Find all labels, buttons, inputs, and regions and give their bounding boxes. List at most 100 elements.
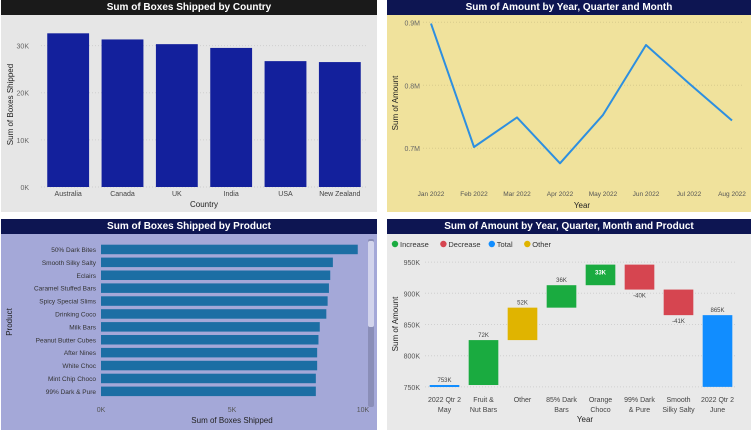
x-tick-label: Choco: [590, 407, 610, 414]
legend-marker: [440, 240, 447, 248]
boxes-by-product-chart: 50% Dark Bites Smooth Silky Salty Eclairs C…: [5, 239, 374, 425]
y-tick-label: After Nines: [64, 350, 97, 357]
x-tick-label: Feb 2022: [460, 191, 488, 198]
x-tick-label: June: [710, 407, 725, 414]
y-tick-label: 0.7M: [404, 146, 420, 153]
x-axis-title: Year: [577, 415, 594, 424]
x-tick-label: Fruit &: [473, 397, 494, 404]
y-tick-label: 0.9M: [404, 20, 420, 27]
amount-waterfall-chart: Increase Decrease Total Other 750K 800K 850K 90…: [391, 240, 737, 424]
bar: [101, 386, 316, 397]
scrollbar-thumb: [368, 241, 374, 327]
y-tick-label: 99% Dark & Pure: [46, 389, 97, 396]
waterfall-bar: [624, 264, 655, 290]
waterfall-bar: [585, 264, 616, 286]
x-tick-label: May: [438, 407, 452, 414]
legend-marker: [391, 240, 399, 248]
bar: [101, 360, 318, 371]
legend-label: Decrease: [448, 240, 480, 249]
x-tick-label: Canada: [110, 191, 135, 198]
data-label: 72K: [478, 333, 489, 339]
x-tick-label: USA: [278, 191, 293, 198]
y-tick-label: 20K: [17, 91, 30, 98]
bar: [101, 373, 316, 384]
x-tick-label: Jan 2022: [418, 191, 445, 198]
y-tick-label: 750K: [404, 385, 421, 392]
x-tick-label: Nut Bars: [470, 407, 498, 414]
y-axis-title: Sum of Boxes Shipped: [6, 64, 15, 145]
waterfall-bar: [546, 285, 577, 308]
waterfall-bar: [663, 289, 694, 316]
boxes-by-country-chart: 0K 10K 20K 30K Australia Canada UK India USA New …: [6, 33, 367, 209]
waterfall-bar: [429, 385, 460, 388]
x-tick-label: Apr 2022: [547, 191, 574, 198]
data-label: 52K: [517, 301, 528, 307]
chart-title: Sum of Amount by Year, Quarter, Month an…: [387, 219, 751, 234]
y-tick-label: 50% Dark Bites: [51, 247, 97, 254]
data-label: 865K: [710, 308, 724, 314]
bar: [101, 322, 320, 332]
x-tick-label: 5K: [228, 407, 237, 414]
chart-panel-boxes-by-product[interactable]: Sum of Boxes Shipped by Product 50% Dark…: [1, 219, 377, 430]
data-label: -41K: [672, 319, 685, 325]
y-axis-title: Sum of Amount: [391, 75, 400, 130]
x-tick-label: Bars: [554, 407, 569, 414]
x-tick-label: 2022 Qtr 2: [428, 397, 461, 404]
x-axis-title: Year: [574, 201, 591, 210]
y-tick-label: 0K: [20, 185, 29, 192]
y-tick-label: Caramel Stuffed Bars: [34, 286, 97, 293]
bar: [155, 44, 198, 188]
x-tick-label: New Zealand: [319, 191, 360, 198]
x-tick-label: 2022 Qtr 2: [701, 397, 734, 404]
bar: [101, 244, 358, 255]
data-label: 36K: [556, 278, 567, 284]
y-tick-label: 10K: [17, 138, 30, 145]
x-tick-label: 10K: [357, 407, 370, 414]
y-tick-label: 0.8M: [404, 83, 420, 90]
y-tick-label: Peanut Butter Cubes: [36, 337, 97, 344]
y-tick-label: Mint Chip Choco: [48, 376, 96, 383]
y-tick-label: White Choc: [62, 363, 96, 370]
x-tick-label: India: [224, 191, 239, 198]
waterfall-bar: [507, 307, 538, 341]
x-tick-label: Smooth: [666, 397, 690, 404]
bar: [101, 39, 144, 187]
legend-marker: [524, 240, 531, 248]
x-axis-title: Sum of Boxes Shipped: [191, 416, 272, 425]
chart-panel-amount-by-month[interactable]: Sum of Amount by Year, Quarter and Month…: [387, 0, 751, 212]
legend-label: Other: [532, 240, 551, 249]
waterfall-bar: [702, 315, 733, 387]
chart-panel-amount-waterfall[interactable]: Sum of Amount by Year, Quarter, Month an…: [387, 219, 751, 430]
amount-by-month-chart: 0.7M 0.8M 0.9M Jan 2022 Feb 2022 Mar 2022 Apr …: [391, 20, 746, 210]
bar: [47, 33, 90, 187]
bar: [101, 257, 333, 268]
y-tick-label: 950K: [404, 260, 421, 267]
x-tick-label: Mar 2022: [503, 191, 531, 198]
x-tick-label: 99% Dark: [624, 397, 655, 404]
data-label: -40K: [633, 294, 646, 300]
chart-panel-boxes-by-country[interactable]: Sum of Boxes Shipped by Country 0K 10K 20K…: [1, 0, 377, 212]
y-tick-label: 900K: [404, 291, 421, 298]
waterfall-bar: [468, 340, 499, 386]
legend-marker: [488, 240, 495, 248]
y-tick-label: 850K: [404, 323, 421, 330]
y-tick-label: Drinking Coco: [55, 311, 96, 318]
chart-title: Sum of Boxes Shipped by Country: [1, 0, 377, 15]
x-tick-label: 85% Dark: [546, 397, 577, 404]
bar: [318, 62, 361, 188]
data-label: 753K: [437, 378, 451, 384]
y-tick-label: 800K: [404, 354, 421, 361]
y-tick-label: 30K: [17, 44, 30, 51]
legend-label: Total: [497, 240, 513, 249]
chart-title: Sum of Amount by Year, Quarter and Month: [387, 0, 751, 15]
x-tick-label: Aug 2022: [718, 191, 746, 198]
y-axis-title: Sum of Amount: [391, 296, 400, 351]
y-tick-label: Milk Bars: [69, 324, 96, 331]
x-tick-label: Orange: [589, 397, 612, 404]
x-tick-label: Jul 2022: [677, 191, 702, 198]
bar: [210, 47, 253, 187]
series-line: [430, 23, 733, 165]
bar: [101, 270, 331, 280]
x-axis-title: Country: [190, 200, 218, 209]
x-tick-label: Other: [514, 397, 532, 404]
